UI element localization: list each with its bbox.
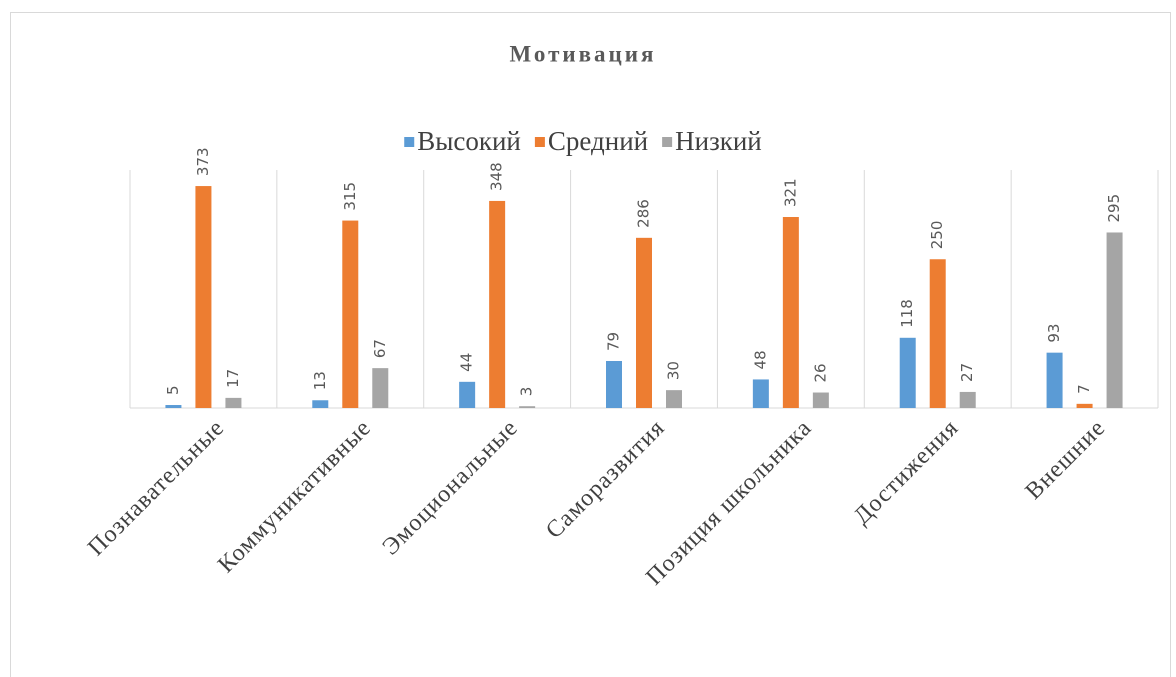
bar	[782, 217, 799, 408]
bar	[195, 186, 212, 408]
data-label: 295	[1105, 194, 1123, 223]
data-label: 3	[518, 387, 536, 397]
legend-label: Средний	[548, 126, 648, 156]
chart-title: Мотивация	[509, 41, 656, 66]
legend-swatch	[662, 137, 673, 147]
bar	[1046, 352, 1063, 408]
data-label: 250	[928, 221, 946, 250]
bar	[812, 392, 829, 408]
bar	[519, 406, 536, 408]
bar	[959, 391, 976, 408]
data-label: 7	[1075, 384, 1093, 394]
data-label: 79	[605, 332, 623, 351]
bar	[1076, 403, 1093, 408]
bar	[1106, 232, 1123, 408]
bar	[636, 237, 652, 408]
data-label: 93	[1045, 324, 1063, 343]
data-label: 30	[665, 361, 683, 380]
data-label: 321	[781, 178, 799, 207]
data-label: 17	[224, 369, 242, 388]
data-label: 286	[635, 199, 653, 228]
data-label: 27	[958, 363, 976, 382]
data-label: 13	[311, 371, 329, 390]
data-label: 373	[194, 147, 212, 176]
data-label: 348	[488, 162, 506, 191]
bar	[459, 381, 476, 408]
data-label: 44	[458, 353, 476, 372]
legend-label: Низкий	[675, 126, 762, 156]
bar	[342, 220, 359, 408]
data-label: 48	[751, 350, 769, 369]
legend-swatch	[534, 137, 545, 147]
bar	[372, 368, 389, 408]
data-label: 5	[164, 385, 182, 395]
data-label: 67	[371, 339, 389, 358]
bar	[165, 405, 182, 408]
bar	[225, 397, 242, 408]
legend: Высокий Средний Низкий	[404, 126, 762, 156]
chart-border	[10, 12, 1171, 677]
legend-swatch	[404, 137, 415, 147]
bar	[666, 390, 682, 408]
bar	[489, 200, 506, 408]
bar	[929, 259, 946, 408]
legend-label: Высокий	[417, 126, 521, 156]
data-label: 315	[341, 182, 359, 211]
data-label: 118	[898, 299, 916, 328]
bar	[752, 379, 769, 408]
bar	[312, 400, 329, 408]
bar	[899, 337, 916, 408]
bar	[606, 360, 622, 408]
data-label: 26	[811, 363, 829, 382]
